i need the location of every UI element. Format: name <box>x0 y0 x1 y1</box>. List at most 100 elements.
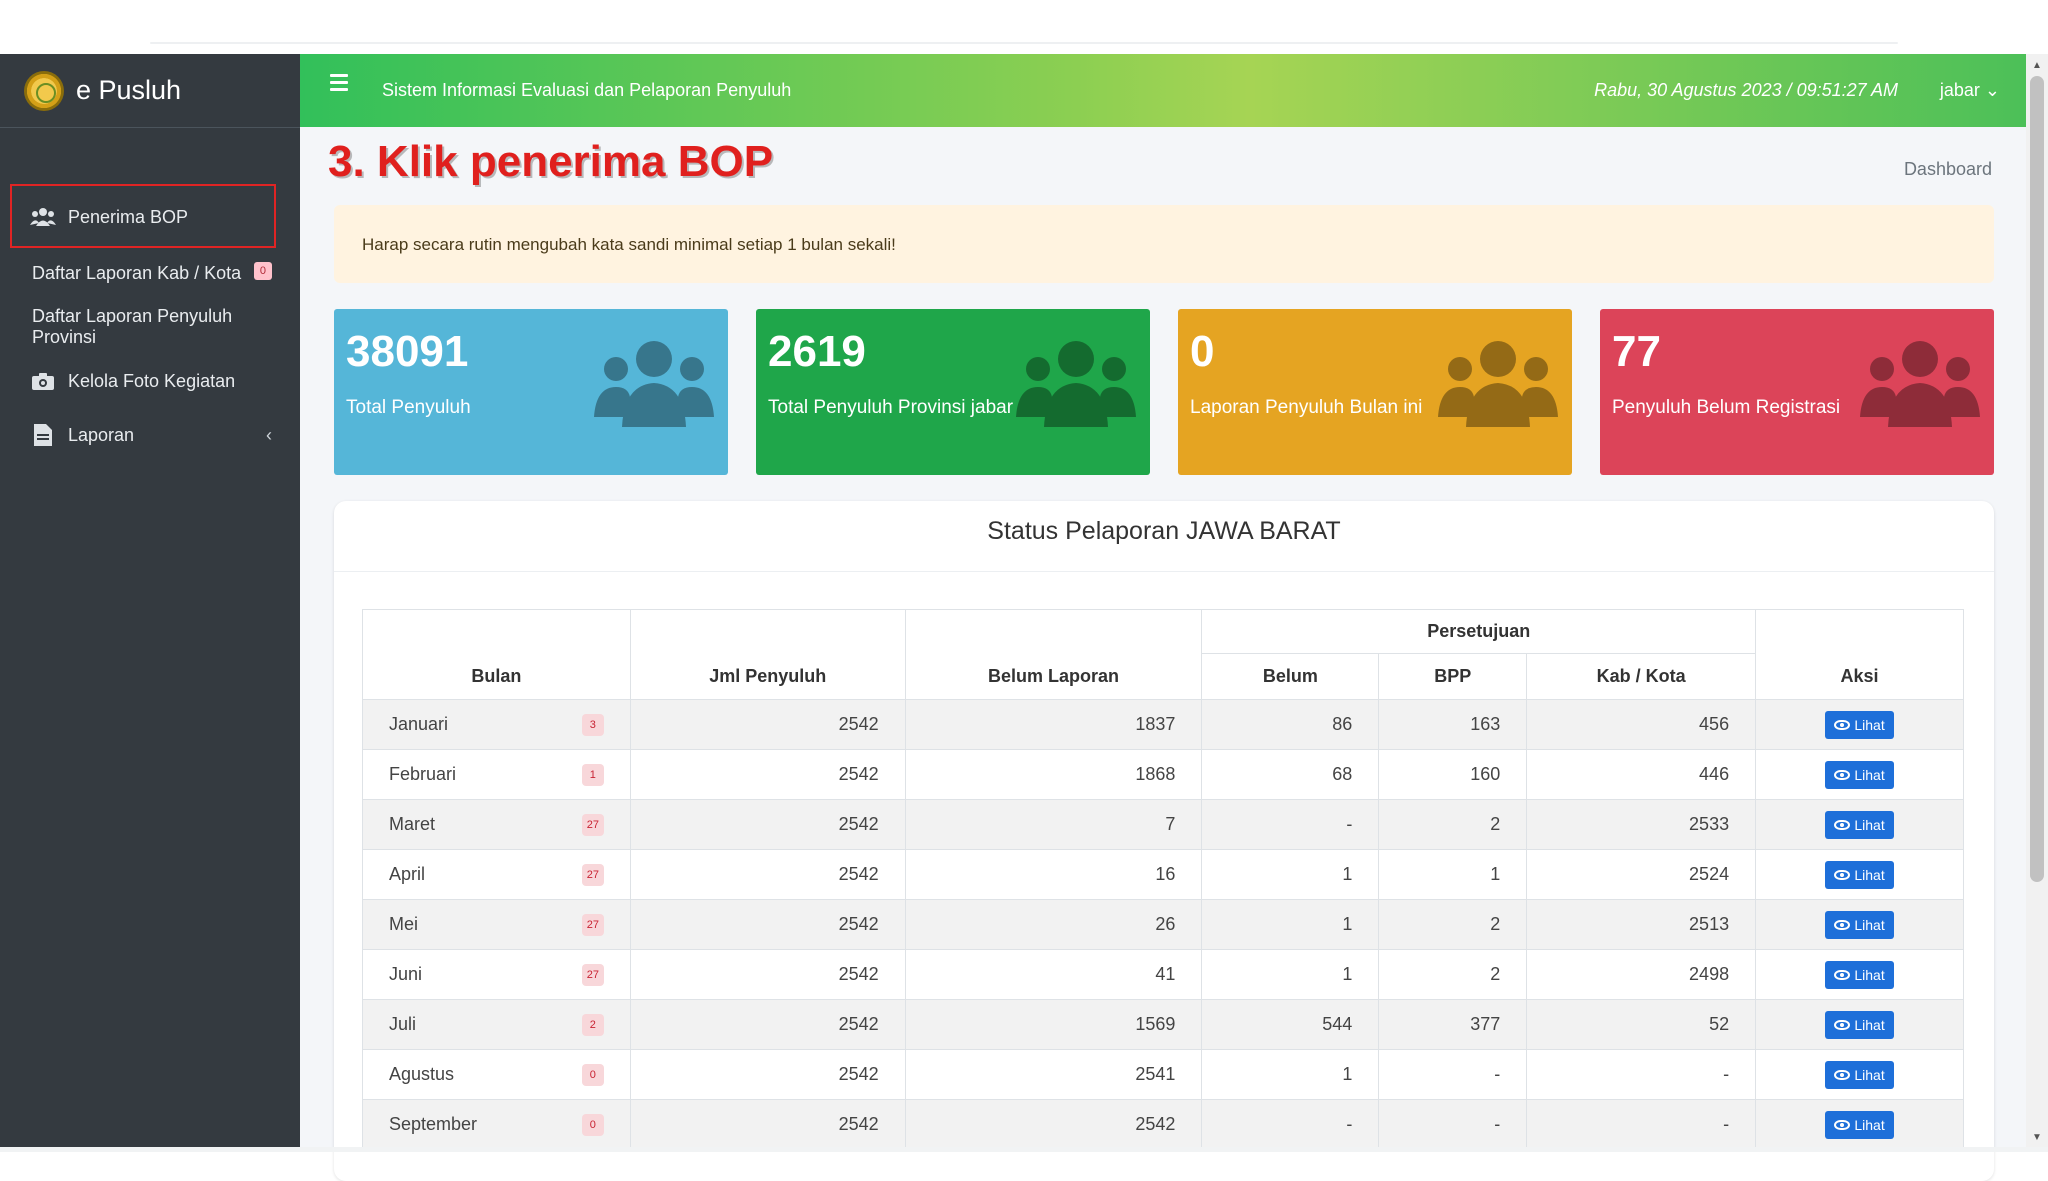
stat-value: 77 <box>1612 327 1661 376</box>
cell-aksi: Lihat <box>1755 699 1964 750</box>
tutorial-annotation: 3. Klik penerima BOP <box>328 137 774 186</box>
sidebar-item-laporan[interactable]: Laporan ‹ <box>12 408 288 462</box>
cell-kab-kota: 2524 <box>1526 849 1757 900</box>
scroll-up-arrow-icon[interactable]: ▲ <box>2032 60 2042 71</box>
browser-top-strip <box>0 0 2048 54</box>
panel-divider <box>334 571 1994 572</box>
password-reminder-alert: Harap secara rutin mengubah kata sandi m… <box>334 205 1994 283</box>
stat-label: Penyuluh Belum Registrasi <box>1612 397 1841 418</box>
cell-belum: 68 <box>1201 749 1380 800</box>
cell-belum: 1 <box>1201 1049 1380 1100</box>
month-name: Februari <box>389 764 457 784</box>
month-count-badge: 2 <box>581 1014 604 1036</box>
cell-bpp: - <box>1378 1099 1528 1150</box>
lihat-button[interactable]: Lihat <box>1825 1060 1894 1089</box>
stat-card-laporan-bulan-ini[interactable]: 0 Laporan Penyuluh Bulan ini <box>1178 309 1572 475</box>
cell-aksi: Lihat <box>1755 849 1964 900</box>
table-row: Mei 27 2542 26 1 2 2513 Lihat <box>362 899 1964 950</box>
stat-label: Laporan Penyuluh Bulan ini <box>1190 397 1423 418</box>
users-icon <box>1438 341 1558 427</box>
lihat-label: Lihat <box>1854 716 1885 733</box>
stat-card-penyuluh-provinsi[interactable]: 2619 Total Penyuluh Provinsi jabar <box>756 309 1150 475</box>
breadcrumb[interactable]: Dashboard <box>1903 159 1992 179</box>
cell-jml-penyuluh: 2542 <box>629 799 906 850</box>
lihat-label: Lihat <box>1854 766 1885 783</box>
column-header-belum: Belum <box>1201 653 1380 700</box>
lihat-button[interactable]: Lihat <box>1825 1010 1894 1039</box>
lihat-label: Lihat <box>1854 1066 1885 1083</box>
cell-belum: 86 <box>1201 699 1380 750</box>
chevron-down-icon: ⌄ <box>1984 80 2000 100</box>
month-name: Mei <box>389 914 419 934</box>
eye-icon <box>1834 769 1851 780</box>
sidebar-item-kelola-foto[interactable]: Kelola Foto Kegiatan <box>12 354 288 408</box>
cell-jml-penyuluh: 2542 <box>629 849 906 900</box>
month-name: Juli <box>389 1014 417 1034</box>
eye-icon <box>1834 819 1851 830</box>
lihat-button[interactable]: Lihat <box>1825 910 1894 939</box>
table-row: September 0 2542 2542- - - Lihat <box>362 1099 1964 1150</box>
cell-kab-kota: - <box>1526 1099 1757 1150</box>
lihat-button[interactable]: Lihat <box>1825 1110 1894 1139</box>
column-header-bulan: Bulan <box>362 609 631 700</box>
cell-kab-kota: 2533 <box>1526 799 1757 850</box>
lihat-button[interactable]: Lihat <box>1825 960 1894 989</box>
cell-belum-laporan: 2542 <box>904 1099 1203 1150</box>
scroll-down-arrow-icon[interactable]: ▼ <box>2032 1132 2042 1143</box>
sidebar-item-label: Daftar Laporan Penyuluh Provinsi <box>32 306 233 347</box>
cell-aksi: Lihat <box>1755 999 1964 1050</box>
cell-jml-penyuluh: 2542 <box>629 949 906 1000</box>
cell-jml-penyuluh: 2542 <box>629 1099 906 1150</box>
user-menu[interactable]: jabar ⌄ <box>1940 80 2000 101</box>
hamburger-menu-icon[interactable] <box>330 74 348 91</box>
app-title: Sistem Informasi Evaluasi dan Pelaporan … <box>382 80 792 100</box>
month-count-badge: 27 <box>581 914 604 936</box>
users-icon <box>30 206 56 228</box>
cell-aksi: Lihat <box>1755 899 1964 950</box>
brand[interactable]: e Pusluh <box>0 54 300 128</box>
cell-belum: 1 <box>1201 899 1380 950</box>
cell-bpp: 2 <box>1378 899 1528 950</box>
eye-icon <box>1834 1019 1851 1030</box>
sidebar-item-daftar-laporan-kab[interactable]: Daftar Laporan Kab / Kota 0 <box>12 246 288 300</box>
sidebar-item-daftar-laporan-provinsi[interactable]: Daftar Laporan Penyuluh Provinsi <box>12 300 288 354</box>
brand-name: e Pusluh <box>76 75 182 105</box>
page-scrollbar[interactable]: ▲ ▼ <box>2026 54 2048 1147</box>
users-icon <box>1016 341 1136 427</box>
cell-bulan: September 0 <box>362 1099 631 1150</box>
cell-kab-kota: 2513 <box>1526 899 1757 950</box>
stat-value: 38091 <box>346 327 469 376</box>
table-row: Maret 27 2542 7-2 2533 Lihat <box>362 799 1964 850</box>
column-header-bpp: BPP <box>1378 653 1528 700</box>
cell-kab-kota: 2498 <box>1526 949 1757 1000</box>
month-name: Juni <box>389 964 423 984</box>
eye-icon <box>1834 969 1851 980</box>
month-count-badge: 27 <box>581 864 604 886</box>
month-name: Januari <box>389 714 449 734</box>
stat-card-belum-registrasi[interactable]: 77 Penyuluh Belum Registrasi <box>1600 309 1994 475</box>
cell-bulan: April 27 <box>362 849 631 900</box>
sidebar-item-label: Daftar Laporan Kab / Kota <box>32 262 242 283</box>
eye-icon <box>1834 1119 1851 1130</box>
cell-belum: - <box>1201 799 1380 850</box>
cell-bulan: Mei 27 <box>362 899 631 950</box>
cell-bulan: Agustus 0 <box>362 1049 631 1100</box>
stat-value: 0 <box>1190 327 1215 376</box>
sidebar-item-penerima-bop[interactable]: Penerima BOP <box>12 190 288 244</box>
lihat-button[interactable]: Lihat <box>1825 710 1894 739</box>
lihat-button[interactable]: Lihat <box>1825 860 1894 889</box>
lihat-button[interactable]: Lihat <box>1825 810 1894 839</box>
stat-card-total-penyuluh[interactable]: 38091 Total Penyuluh <box>334 309 728 475</box>
cell-bulan: Januari 3 <box>362 699 631 750</box>
sidebar: e Pusluh Penerima BOP Daftar Laporan Kab… <box>0 54 300 1147</box>
scrollbar-thumb[interactable] <box>2030 76 2044 882</box>
cell-belum: 544 <box>1201 999 1380 1050</box>
cell-jml-penyuluh: 2542 <box>629 1049 906 1100</box>
cell-jml-penyuluh: 2542 <box>629 749 906 800</box>
lihat-button[interactable]: Lihat <box>1825 760 1894 789</box>
stat-label: Total Penyuluh Provinsi jabar <box>768 397 1014 418</box>
month-count-badge: 0 <box>581 1114 604 1136</box>
cell-bpp: 163 <box>1378 699 1528 750</box>
month-name: September <box>389 1114 478 1134</box>
user-name: jabar <box>1939 80 1980 100</box>
